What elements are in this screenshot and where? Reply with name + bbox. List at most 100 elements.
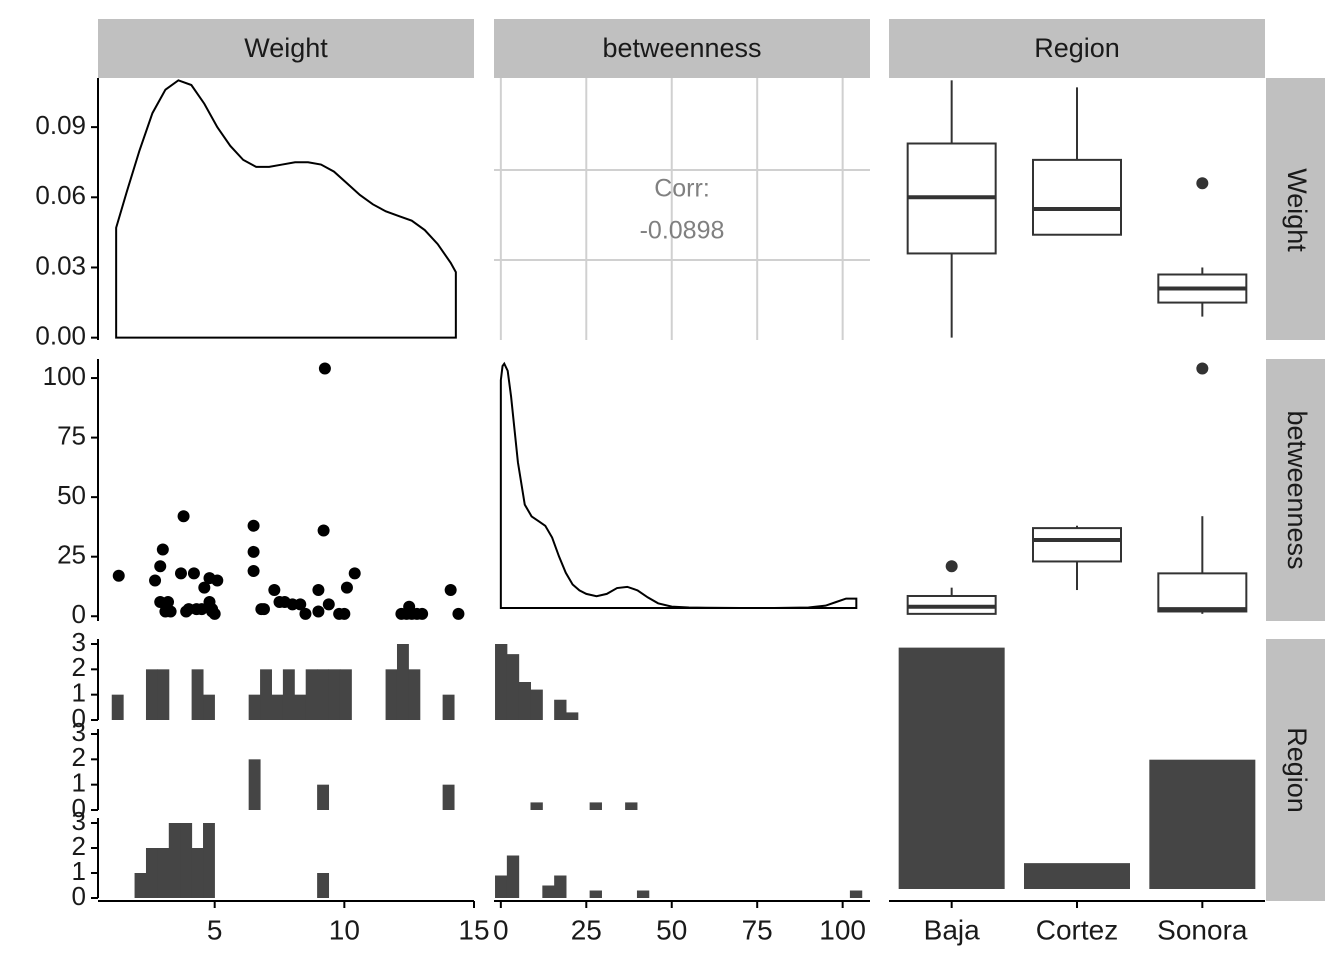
- density-y-tick-label: 0.09: [35, 110, 86, 140]
- density-y-tick-label: 0.03: [35, 250, 86, 280]
- row-strip-weight: [1266, 78, 1325, 340]
- scatter-point: [312, 584, 325, 597]
- region-bar-sonora: [1149, 759, 1256, 889]
- betweenness-hist-bar-cortez: [625, 802, 638, 810]
- col-strip-region: [889, 19, 1265, 78]
- betweenness-y-tick-label: 50: [57, 480, 86, 510]
- scatter-point: [444, 584, 457, 597]
- betweenness-hist-bar-sonora: [849, 890, 863, 898]
- weight-hist-bar-cortez: [317, 784, 330, 810]
- betweenness-y-tick-label: 0: [72, 599, 86, 629]
- scatter-point: [156, 543, 169, 556]
- row-strip-weight-label: Weight: [1282, 168, 1312, 252]
- betweenness-hist-bar-cortez: [530, 802, 543, 810]
- density-y-tick-label: 0.06: [35, 180, 86, 210]
- row-strips: Weight betweenness Region: [1266, 78, 1325, 901]
- betweenness-boxplot-outlier: [945, 560, 958, 573]
- panel-betweenness-by-region-boxplot: [906, 362, 1248, 615]
- region-bar-baja: [898, 647, 1005, 889]
- betweenness-hist-bar-baja: [495, 644, 508, 720]
- panel-weight-density: [115, 79, 457, 339]
- weight-hist-bar-sonora: [168, 823, 181, 898]
- panel-weight-by-region-boxplot: [906, 80, 1248, 338]
- scatter-point: [247, 519, 260, 532]
- weight-hist-bar-baja: [157, 669, 170, 720]
- scatter-point: [257, 603, 270, 616]
- column-strips: Weight betweenness Region: [98, 19, 1265, 78]
- row-strip-region: [1266, 639, 1325, 901]
- weight-hist-bar-baja: [385, 669, 398, 720]
- panel-correlation: Corr: -0.0898: [494, 78, 870, 340]
- weight-boxplot-outlier: [1196, 177, 1209, 190]
- count-y-tick-label: 0: [72, 881, 86, 911]
- count-y-tick-label: 3: [72, 627, 86, 657]
- betweenness-hist-bar-baja: [518, 682, 532, 720]
- betweenness-x-tick-label: 75: [742, 914, 773, 945]
- weight-hist-bar-baja: [260, 669, 272, 720]
- panel-region-bar-chart: [898, 647, 1256, 889]
- weight-hist-bar-baja: [317, 669, 330, 720]
- panel-betweenness-density: [499, 361, 858, 609]
- scatter-point: [348, 567, 361, 580]
- scatter-point: [340, 581, 353, 594]
- weight-hist-bar-baja: [305, 669, 318, 720]
- weight-density-curve: [115, 79, 457, 339]
- count-y-tick-label: 2: [72, 742, 86, 772]
- row-strip-betweenness-label: betweenness: [1282, 410, 1312, 569]
- betweenness-hist-bar-sonora: [495, 875, 508, 898]
- count-y-tick-label: 1: [72, 856, 86, 886]
- weight-hist-bar-sonora: [157, 848, 170, 898]
- count-y-tick-label: 2: [72, 831, 86, 861]
- weight-hist-bar-baja: [442, 694, 455, 720]
- density-y-tick-label: 0.00: [35, 321, 86, 351]
- scatter-point: [247, 545, 260, 558]
- region-bar-cortez: [1024, 863, 1130, 889]
- betweenness-x-tick-label: 50: [656, 914, 687, 945]
- weight-hist-bar-sonora: [203, 823, 215, 898]
- count-y-tick-label: 0: [72, 703, 86, 733]
- betweenness-hist-bar-sonora: [506, 855, 520, 898]
- weight-hist-bar-baja: [408, 669, 421, 720]
- betweenness-hist-bar-cortez: [589, 802, 602, 810]
- betweenness-x-tick-label: 25: [571, 914, 602, 945]
- scatter-point: [149, 574, 162, 587]
- weight-hist-bar-sonora: [317, 873, 330, 898]
- weight-hist-bar-baja: [248, 694, 261, 720]
- col-strip-region-label: Region: [1034, 33, 1120, 63]
- weight-hist-bar-sonora: [134, 873, 147, 898]
- weight-hist-bar-baja: [339, 669, 352, 720]
- count-y-tick-label: 3: [72, 806, 86, 836]
- scatter-point: [247, 564, 260, 577]
- scatter-point: [198, 581, 211, 594]
- scatter-point: [452, 607, 465, 620]
- weight-x-tick-label: 5: [207, 914, 223, 945]
- weight-hist-bar-baja: [328, 669, 341, 720]
- col-strip-betweenness: [494, 19, 870, 78]
- scatter-point: [187, 567, 200, 580]
- region-x-tick-label: Baja: [924, 914, 980, 945]
- scatter-point: [268, 584, 281, 597]
- scatter-point: [318, 362, 331, 375]
- betweenness-boxplot-box: [1032, 527, 1122, 563]
- panel-betweenness-histograms-by-region: [495, 644, 863, 898]
- weight-hist-bar-sonora: [145, 848, 158, 898]
- weight-hist-bar-sonora: [191, 848, 204, 898]
- weight-hist-bar-cortez: [442, 784, 455, 810]
- weight-hist-bar-baja: [145, 669, 158, 720]
- betweenness-hist-bar-sonora: [542, 885, 555, 898]
- scatter-point: [154, 560, 167, 573]
- count-y-tick-label: 0: [72, 793, 86, 823]
- weight-hist-bar-baja: [282, 669, 295, 720]
- betweenness-hist-bar-baja: [554, 699, 567, 720]
- scatter-point: [211, 574, 224, 587]
- col-strip-betweenness-label: betweenness: [602, 33, 761, 63]
- betweenness-hist-bar-baja: [565, 712, 579, 720]
- weight-hist-bar-baja: [396, 644, 409, 720]
- scatter-point: [206, 603, 219, 616]
- weight-boxplot-box: [1032, 158, 1122, 236]
- weight-hist-bar-baja: [111, 694, 124, 720]
- scatter-point: [312, 605, 325, 618]
- scatter-point: [195, 603, 208, 616]
